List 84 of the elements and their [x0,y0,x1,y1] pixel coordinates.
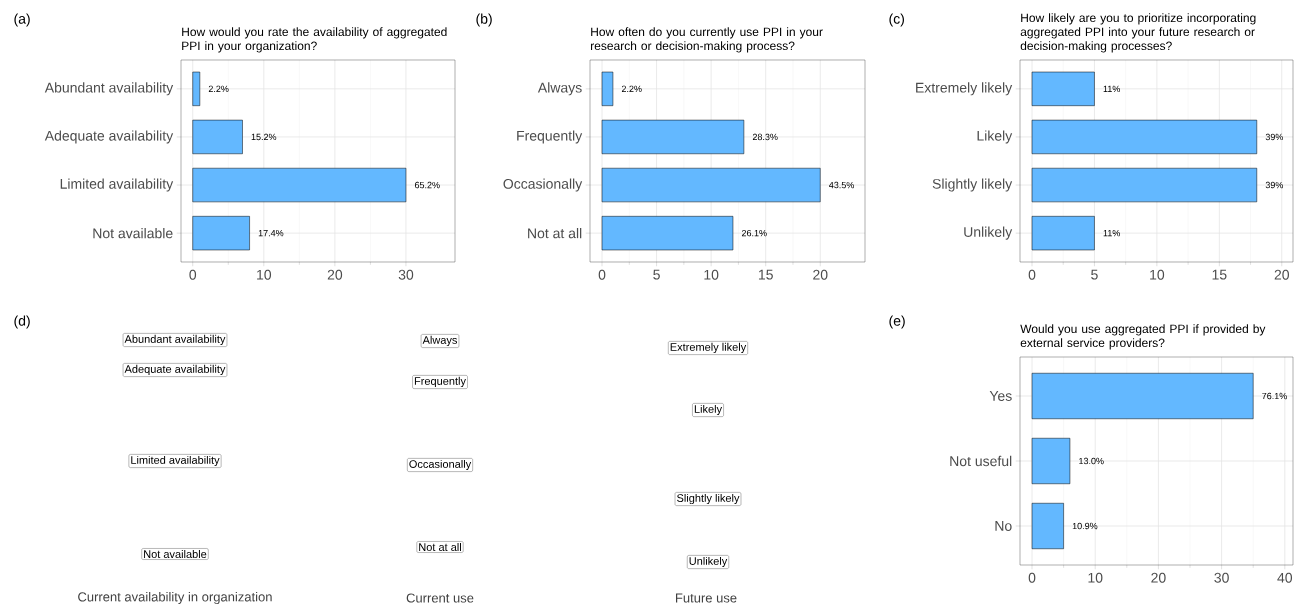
text: Not at all [419,542,461,552]
x-tick-label: 30 [1214,572,1229,583]
x-tick-label: 10 [1088,572,1103,583]
y-tick-label: Not available [93,227,173,239]
x-tick-label: 20 [1274,269,1290,280]
bar [1031,503,1064,549]
annotation: 39% [1265,133,1284,141]
bar [601,167,821,203]
text: Current use [406,593,474,603]
annotation: 65.2% [414,181,440,189]
text: Abundant availability [124,334,226,346]
x-tick-label: 0 [598,269,606,280]
x-tick-label: 20 [327,269,343,280]
text: (d) [14,315,30,329]
y-tick-label: No [995,521,1012,531]
y-tick-label: Slightly likely [932,178,1013,192]
y-tick-label: Not at all [528,227,582,239]
text: Always [422,335,458,347]
annotation: 28.3% [752,133,778,141]
bar [192,167,407,203]
x-tick-label: 5 [1091,269,1098,280]
text: Occasionally [409,459,472,471]
x-tick-label: 0 [1028,269,1036,280]
x-tick-label: 15 [1212,269,1227,280]
annotation: 17.4% [258,229,284,237]
x-tick-label: 5 [653,269,660,280]
text: Likely [694,404,723,416]
x-tick-label: 40 [1277,572,1293,583]
text: (b) [476,13,492,27]
y-tick-label: Occasionally [503,178,583,192]
annotation: 76.1% [1262,392,1287,400]
y-tick-label: Abundant availability [44,82,174,96]
text: Future use [676,593,737,603]
annotation: 43.5% [829,181,854,189]
text: (c) [889,13,904,27]
annotation: 13.0% [1079,457,1104,465]
x-tick-label: 0 [189,269,197,280]
annotation: 39% [1265,181,1284,189]
text: (a) [14,13,30,27]
x-tick-label: 20 [813,269,828,280]
annotation: 15.2% [251,133,277,141]
annotation: 11% [1103,85,1120,92]
text: Unlikely [689,556,728,568]
x-tick-label: 0 [1028,572,1036,583]
annotation: 11% [1103,229,1120,237]
annotation: 2.2% [621,85,642,93]
chart-title: How often do you currently use PPI in your research or decision-making process? [591,27,823,53]
bar [192,71,201,106]
y-tick-label: Extremely likely [916,82,1013,96]
y-tick-label: Frequently [517,130,583,144]
text: Not available [144,549,207,559]
text: Current availability in organization [78,591,272,605]
bar [1031,438,1071,484]
bar [601,216,734,251]
y-tick-label: Unlikely [964,226,1013,240]
x-tick-label: 10 [704,269,719,280]
y-tick-label: Likely [977,130,1013,144]
x-tick-label: 10 [257,269,272,280]
chart-title: How likely are you to prioritize incorporating aggregated PPI into your future research or decision-making processes? [1020,13,1256,53]
bar [1031,373,1254,419]
bar [192,119,243,155]
annotation: 26.1% [741,229,767,237]
text: Adequate availability [124,364,226,376]
text: (e) [889,315,905,329]
text: Slightly likely [677,493,740,505]
bar [601,119,745,155]
bar [601,71,614,106]
x-tick-label: 15 [758,269,773,280]
text: Frequently [414,376,466,388]
x-tick-label: 10 [1150,269,1165,280]
y-tick-label: Not useful [950,455,1012,467]
chart-title: How would you rate the availability of aggregated PPI in your organization? [182,27,447,53]
text: Extremely likely [670,342,747,354]
y-tick-label: Yes [989,391,1012,401]
y-tick-label: Always [537,82,582,96]
x-tick-label: 30 [398,269,414,280]
y-tick-label: Adequate availability [44,130,174,144]
x-tick-label: 20 [1151,572,1166,583]
chart-title: Would you use aggregated PPI if provided by external service providers? [1020,324,1266,350]
text: Limited availability [131,455,220,467]
annotation: 10.9% [1072,522,1098,530]
annotation: 2.2% [208,85,229,93]
bar [192,216,250,251]
y-tick-label: Limited availability [60,178,174,192]
